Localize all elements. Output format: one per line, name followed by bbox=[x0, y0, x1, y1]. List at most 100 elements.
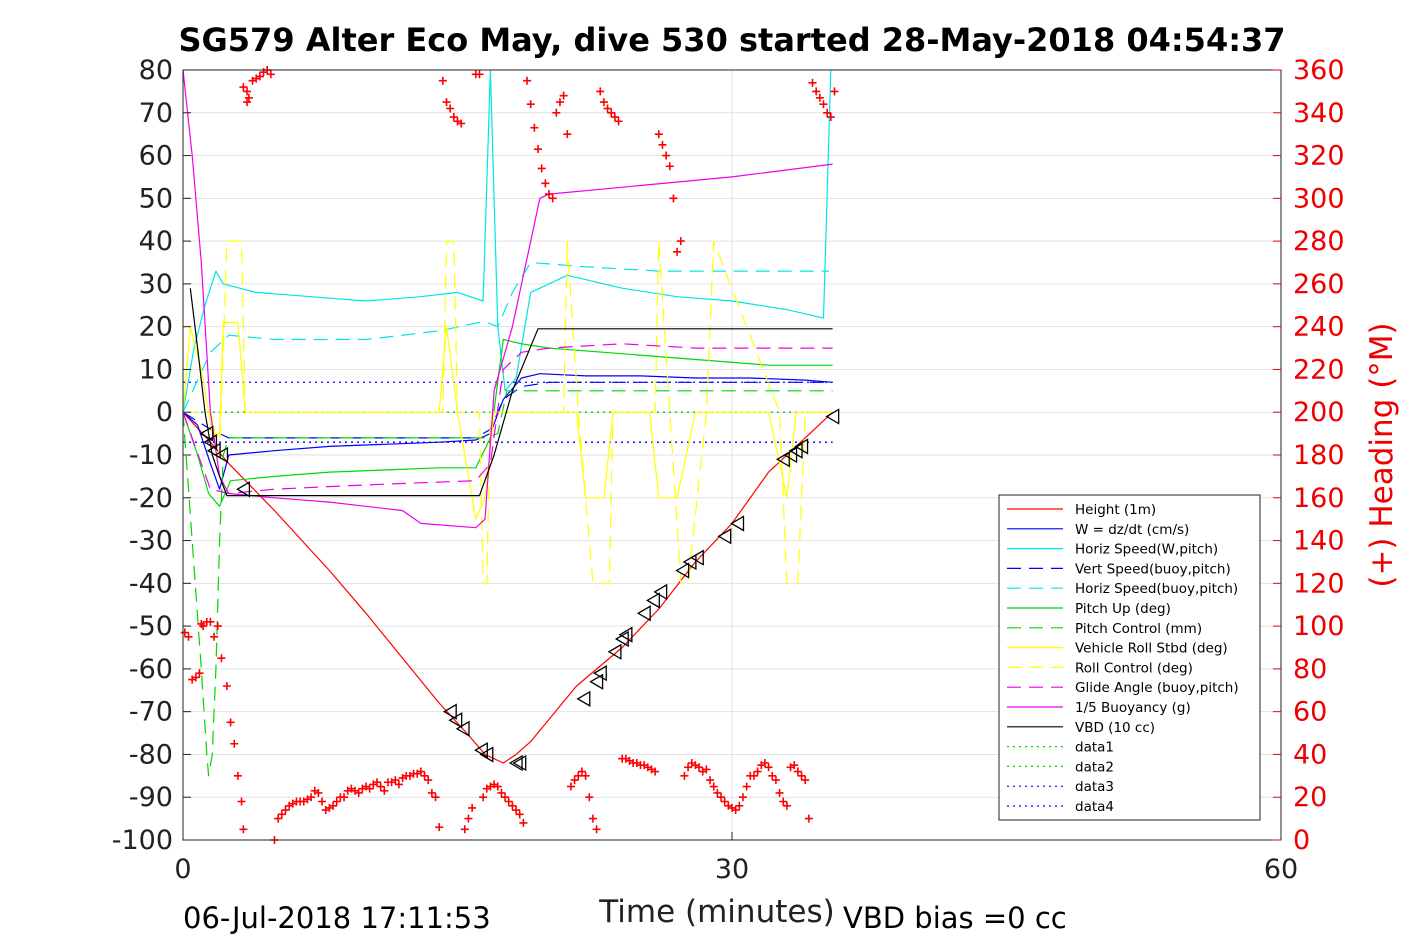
heading-point bbox=[446, 104, 455, 113]
heading-point bbox=[610, 113, 619, 122]
heading-point bbox=[555, 98, 564, 107]
right-axis-tick-label: 160 bbox=[1293, 483, 1345, 514]
vbd-marker bbox=[206, 442, 221, 459]
heading-point bbox=[464, 814, 473, 823]
heading-point bbox=[519, 818, 528, 827]
heading-point bbox=[239, 83, 248, 92]
heading-point bbox=[365, 784, 374, 793]
heading-point bbox=[753, 767, 762, 776]
heading-point bbox=[307, 793, 316, 802]
heading-point bbox=[680, 771, 689, 780]
heading-point bbox=[749, 771, 758, 780]
left-axis-tick-label: -30 bbox=[129, 526, 173, 557]
vbd-marker bbox=[794, 438, 809, 455]
heading-point bbox=[457, 119, 466, 128]
vbd-marker bbox=[717, 528, 732, 545]
heading-point bbox=[760, 759, 769, 767]
legend-label: Height (1m) bbox=[1075, 502, 1156, 518]
heading-point bbox=[372, 778, 381, 787]
heading-point bbox=[654, 130, 663, 139]
vbd-marker bbox=[689, 549, 704, 566]
heading-point bbox=[266, 70, 275, 79]
right-axis-tick-label: 320 bbox=[1293, 141, 1345, 172]
heading-point bbox=[438, 76, 447, 85]
left-axis-tick-label: 30 bbox=[139, 269, 173, 300]
vbd-marker bbox=[442, 703, 457, 720]
vbd-marker bbox=[775, 451, 790, 468]
heading-point bbox=[768, 771, 777, 780]
vbd-marker bbox=[825, 408, 840, 425]
vbd-marker-layer bbox=[199, 408, 840, 772]
vbd-marker bbox=[448, 712, 463, 729]
heading-point bbox=[442, 98, 451, 107]
heading-point bbox=[449, 113, 458, 122]
left-axis-tick-label: -100 bbox=[112, 825, 173, 856]
right-axis-tick-label: 60 bbox=[1293, 697, 1327, 728]
series-line bbox=[182, 411, 834, 764]
x-axis-tick-label: 30 bbox=[715, 854, 749, 885]
heading-point bbox=[684, 763, 693, 772]
vbd-marker bbox=[214, 446, 229, 464]
heading-point bbox=[237, 797, 246, 806]
heading-point bbox=[804, 814, 813, 823]
legend-label: 1/5 Buoyancy (g) bbox=[1075, 700, 1191, 716]
heading-point bbox=[213, 622, 222, 631]
series-line bbox=[189, 288, 833, 497]
left-axis-tick-label: 20 bbox=[139, 312, 173, 343]
heading-point bbox=[742, 782, 751, 791]
x-axis-tick-label: 60 bbox=[1264, 854, 1298, 885]
left-axis-tick-label: 50 bbox=[139, 183, 173, 214]
vbd-marker bbox=[592, 665, 607, 682]
x-axis-tick-label: 0 bbox=[174, 854, 191, 885]
right-axis-tick-label: 260 bbox=[1293, 269, 1345, 300]
heading-point bbox=[508, 801, 517, 810]
legend-label: data1 bbox=[1075, 740, 1114, 756]
heading-point bbox=[420, 771, 429, 780]
heading-point bbox=[504, 797, 513, 806]
vbd-marker bbox=[607, 643, 622, 660]
vbd-marker bbox=[455, 720, 470, 737]
vbd-marker bbox=[199, 425, 214, 442]
left-axis-tick-label: -50 bbox=[129, 611, 173, 642]
x-axis-label: Time (minutes) bbox=[598, 894, 834, 930]
heading-point bbox=[184, 632, 193, 641]
heading-point bbox=[537, 164, 546, 173]
heading-point bbox=[563, 130, 572, 139]
right-axis-tick-label: 120 bbox=[1293, 568, 1345, 599]
heading-point bbox=[230, 739, 239, 748]
heading-point bbox=[424, 776, 433, 785]
heading-point bbox=[180, 628, 189, 637]
heading-point bbox=[526, 100, 535, 109]
vbd-marker bbox=[682, 553, 697, 571]
heading-point bbox=[673, 247, 682, 256]
heading-point bbox=[493, 782, 502, 791]
heading-point bbox=[354, 788, 363, 797]
heading-point bbox=[277, 810, 286, 819]
heading-point bbox=[801, 776, 810, 785]
heading-point bbox=[782, 801, 791, 810]
right-axis-tick-label: 240 bbox=[1293, 312, 1345, 343]
legend-label: Pitch Up (deg) bbox=[1075, 601, 1171, 617]
heading-point bbox=[717, 793, 726, 802]
heading-point bbox=[585, 793, 594, 802]
heading-point bbox=[713, 788, 722, 797]
series-line bbox=[182, 343, 833, 495]
heading-point bbox=[581, 771, 590, 780]
right-axis-tick-label: 140 bbox=[1293, 526, 1345, 557]
heading-point bbox=[815, 93, 824, 102]
heading-point bbox=[391, 776, 400, 785]
heading-point bbox=[570, 776, 579, 785]
heading-point bbox=[588, 814, 597, 823]
heading-point bbox=[244, 93, 253, 102]
legend-label: W = dz/dt (cm/s) bbox=[1075, 522, 1189, 538]
right-axis-tick-label: 180 bbox=[1293, 440, 1345, 471]
heading-point bbox=[709, 782, 718, 791]
heading-point bbox=[376, 782, 385, 791]
heading-point bbox=[706, 776, 715, 785]
heading-point bbox=[603, 104, 612, 113]
heading-point bbox=[797, 771, 806, 780]
vbd-marker bbox=[653, 583, 668, 601]
heading-point bbox=[720, 797, 729, 806]
legend-label: data4 bbox=[1075, 799, 1114, 815]
